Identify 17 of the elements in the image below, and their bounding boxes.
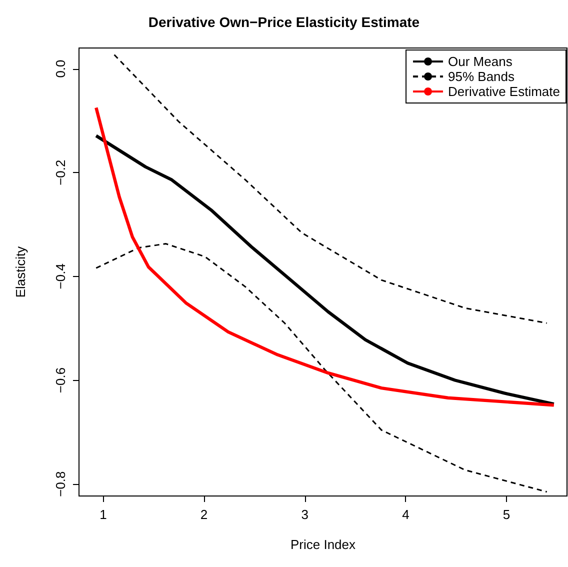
legend-label: Our Means (448, 54, 513, 69)
y-tick-label: −0.2 (53, 160, 68, 186)
legend-label: 95% Bands (448, 69, 516, 84)
legend-label: Derivative Estimate (448, 84, 560, 99)
x-tick-label: 4 (402, 507, 410, 522)
y-tick-label: 0.0 (53, 60, 68, 78)
x-tick-label: 1 (100, 507, 107, 522)
chart-title: Derivative Own−Price Elasticity Estimate (148, 14, 420, 30)
x-tick-label: 5 (502, 507, 510, 522)
x-tick-label: 2 (200, 507, 208, 522)
y-tick-label: −0.4 (53, 264, 68, 290)
y-tick-label: −0.6 (53, 367, 68, 394)
y-axis-title: Elasticity (13, 246, 28, 298)
x-axis-title: Price Index (290, 537, 356, 552)
x-tick-label: 3 (301, 507, 308, 522)
y-tick-label: −0.8 (53, 471, 68, 497)
line-series (95, 242, 548, 493)
